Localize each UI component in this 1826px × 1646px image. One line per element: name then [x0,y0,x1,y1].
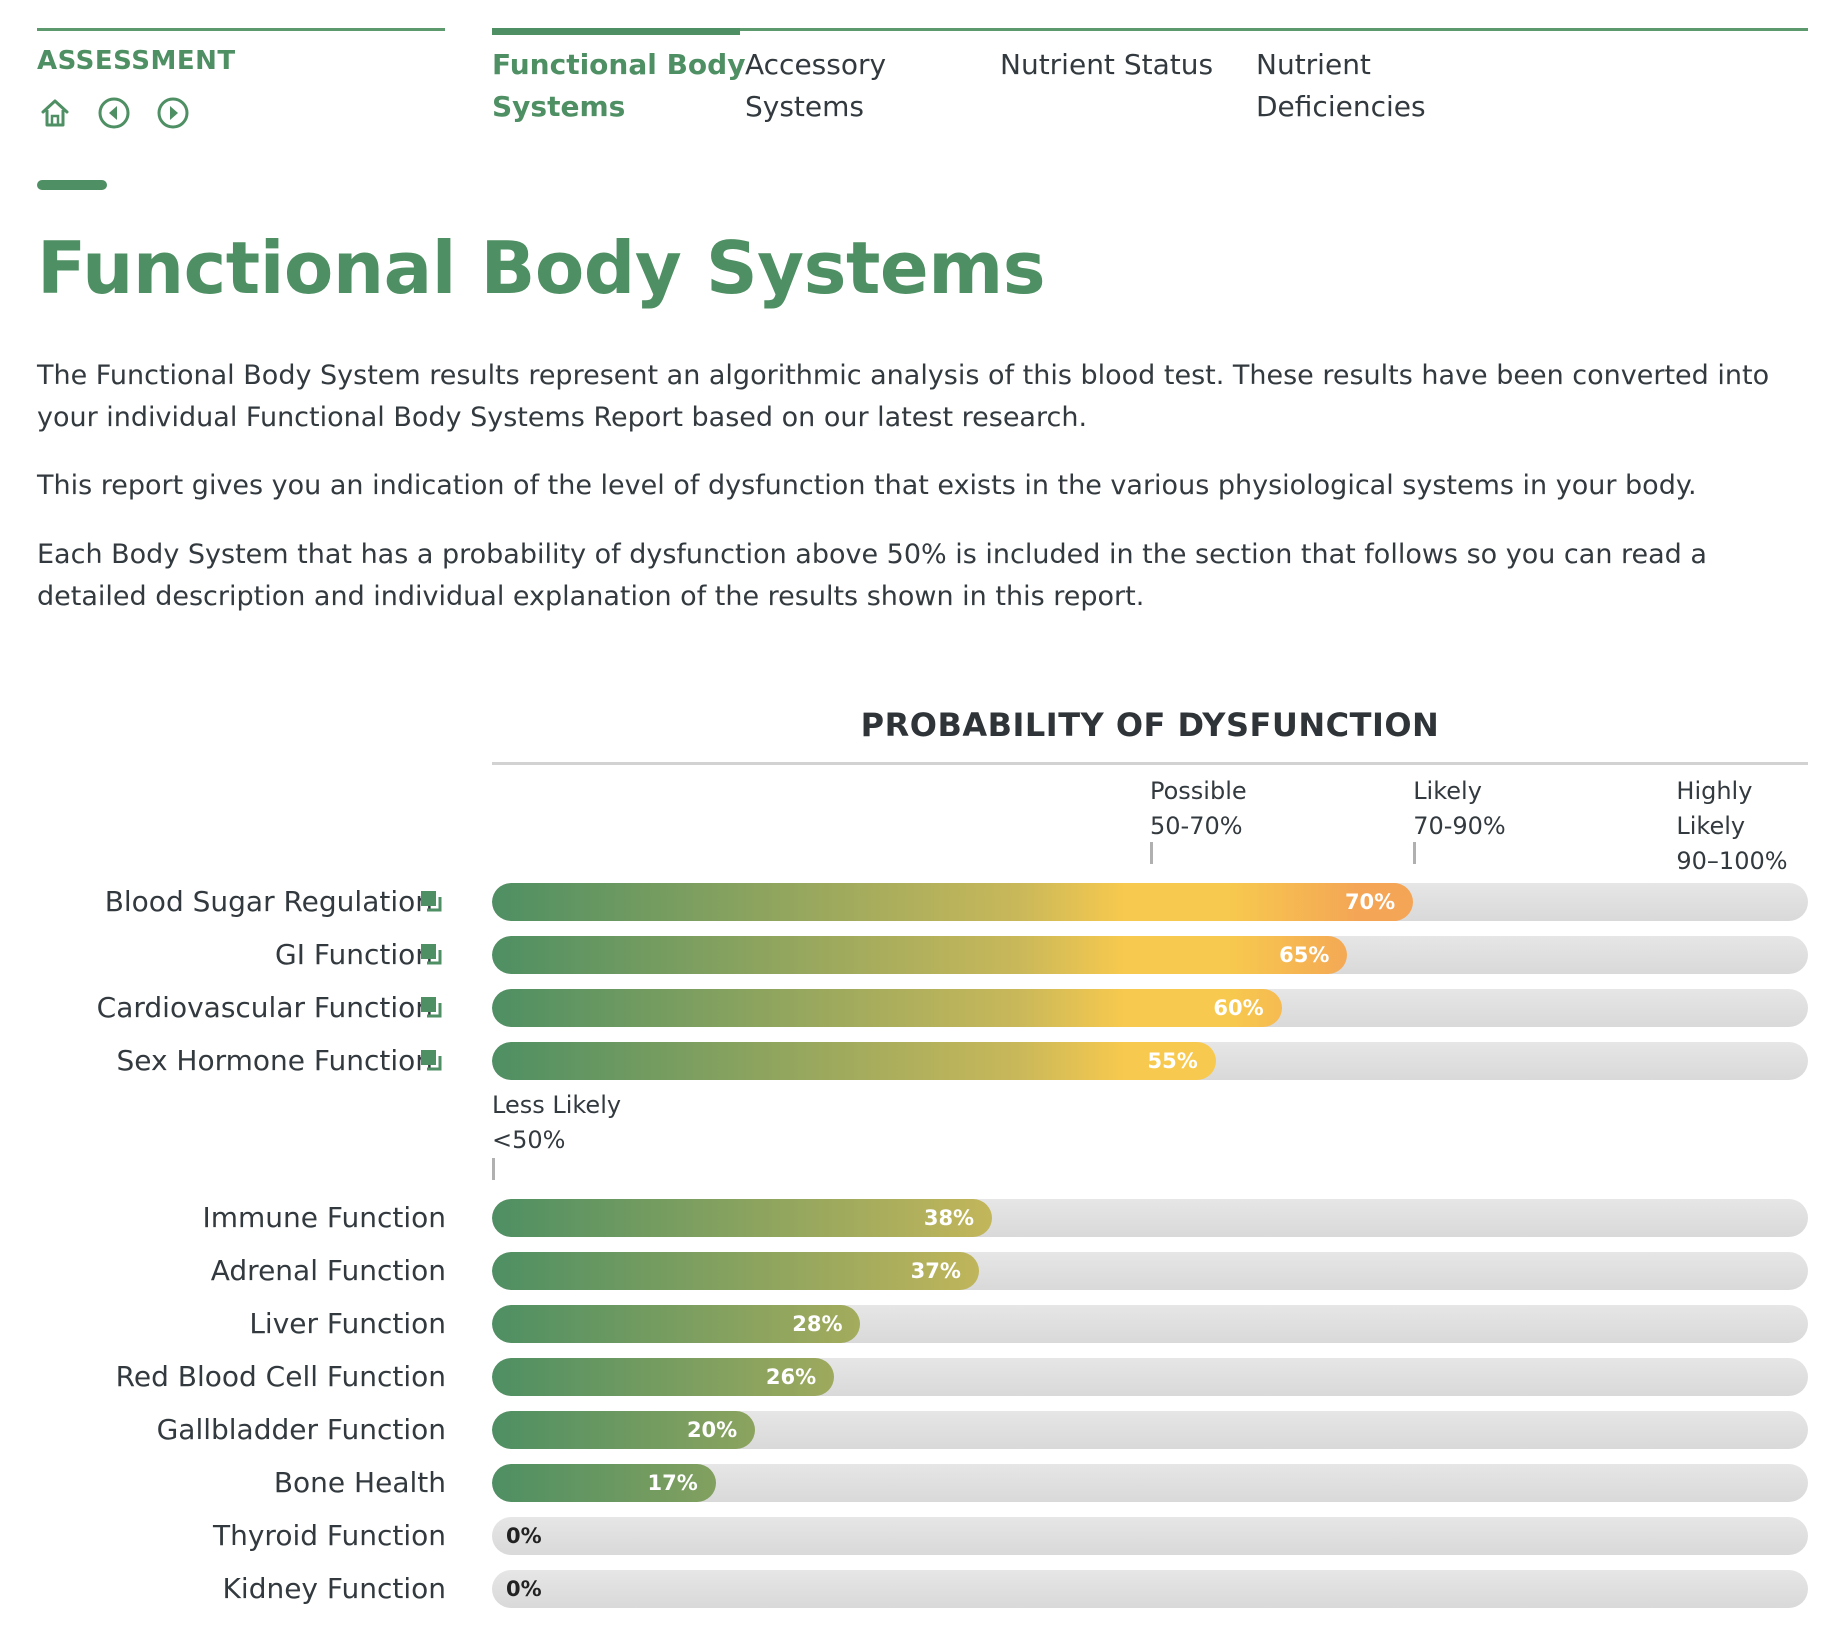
bar-value-immune-function: 38% [923,1206,975,1230]
tab-functional-body-systems[interactable]: Functional Body Systems [492,48,746,123]
bar-track-immune-function: 38% [492,1199,1808,1237]
bar-label-bone-health: Bone Health [273,1466,446,1499]
bar-value-gallbladder-function: 20% [686,1418,738,1442]
bar-label-gi-function[interactable]: GI Function [275,938,433,971]
bar-fill-gi-function [492,936,1348,974]
bar-value-red-blood-cell-function: 26% [765,1365,817,1389]
chart-title-rule [492,762,1808,765]
page-title: Functional Body Systems [37,226,1046,310]
bar-track-adrenal-function: 37% [492,1252,1808,1290]
bar-track-red-blood-cell-function: 26% [492,1358,1808,1396]
bar-value-kidney-function: 0% [506,1577,542,1601]
range-tick-1 [1150,842,1153,864]
tab-accessory-systems[interactable]: Accessory Systems [745,48,887,123]
bar-label-red-blood-cell-function: Red Blood Cell Function [115,1360,446,1393]
next-icon[interactable] [155,95,191,131]
bar-fill-cardiovascular-function [492,989,1282,1027]
bar-label-cardiovascular-function[interactable]: Cardiovascular Function [96,991,433,1024]
header-rule-left [37,28,445,31]
tab-nutrient-deficiencies[interactable]: Nutrient Deficiencies [1256,48,1426,123]
bar-fill-immune-function [492,1199,993,1237]
bar-value-adrenal-function: 37% [910,1259,961,1283]
active-tab-indicator [492,28,740,35]
bar-track-kidney-function: 0% [492,1570,1808,1608]
bar-label-immune-function: Immune Function [202,1201,446,1234]
bar-fill-blood-sugar-regulation [492,883,1414,921]
report-paragraph: This report gives you an indication of t… [37,470,1697,501]
detail-link-icon[interactable] [418,1047,446,1075]
bar-fill-adrenal-function [492,1252,979,1290]
bar-label-adrenal-function: Adrenal Function [210,1254,446,1287]
range-label-1: Possible 50-70% [1150,777,1247,840]
bar-track-thyroid-function: 0% [492,1517,1808,1555]
bar-track-gallbladder-function: 20% [492,1411,1808,1449]
chart-title: PROBABILITY OF DYSFUNCTION [860,706,1440,744]
bar-label-liver-function: Liver Function [249,1307,446,1340]
bar-label-kidney-function: Kidney Function [222,1572,446,1605]
range-label-3: Highly Likely 90–100% [1676,777,1788,875]
detail-link-icon[interactable] [418,941,446,969]
range-tick-2 [1413,842,1417,864]
bar-value-gi-function: 65% [1279,943,1330,967]
bar-value-sex-hormone-function: 55% [1147,1049,1198,1073]
threshold-paragraph: Each Body System that has a probability … [37,539,1707,612]
detail-link-icon[interactable] [418,994,446,1022]
bar-label-blood-sugar-regulation[interactable]: Blood Sugar Regulation [104,885,433,918]
title-accent-bar [37,180,107,190]
bar-value-liver-function: 28% [792,1312,843,1336]
bar-fill-bone-health [492,1464,716,1502]
home-icon[interactable] [37,95,73,131]
bar-label-thyroid-function: Thyroid Function [213,1519,446,1552]
bar-track-liver-function: 28% [492,1305,1808,1343]
detail-link-icon[interactable] [418,888,446,916]
bar-label-sex-hormone-function[interactable]: Sex Hormone Function [116,1044,433,1077]
bar-fill-liver-function [492,1305,861,1343]
range-label-0: Less Likely <50% [492,1091,622,1154]
previous-icon[interactable] [96,95,132,131]
bar-track-gi-function: 65% [492,936,1808,974]
bar-value-cardiovascular-function: 60% [1213,996,1264,1020]
intro-paragraph: The Functional Body System results repre… [37,360,1770,433]
bar-fill-sex-hormone-function [492,1042,1216,1080]
header-rule-right [492,28,1808,31]
range-label-2: Likely 70-90% [1413,777,1506,840]
bar-track-bone-health: 17% [492,1464,1808,1502]
tab-nutrient-status[interactable]: Nutrient Status [1000,48,1214,81]
section-label: ASSESSMENT [37,46,236,76]
bar-track-sex-hormone-function: 55% [492,1042,1808,1080]
bar-fill-gallbladder-function [492,1411,756,1449]
bar-label-gallbladder-function: Gallbladder Function [156,1413,446,1446]
range-tick-0 [492,1158,495,1180]
bar-fill-red-blood-cell-function [492,1358,835,1396]
bar-track-cardiovascular-function: 60% [492,989,1808,1027]
bar-value-blood-sugar-regulation: 70% [1344,890,1396,914]
bar-value-thyroid-function: 0% [506,1524,542,1548]
bar-track-blood-sugar-regulation: 70% [492,883,1808,921]
bar-value-bone-health: 17% [647,1471,698,1495]
